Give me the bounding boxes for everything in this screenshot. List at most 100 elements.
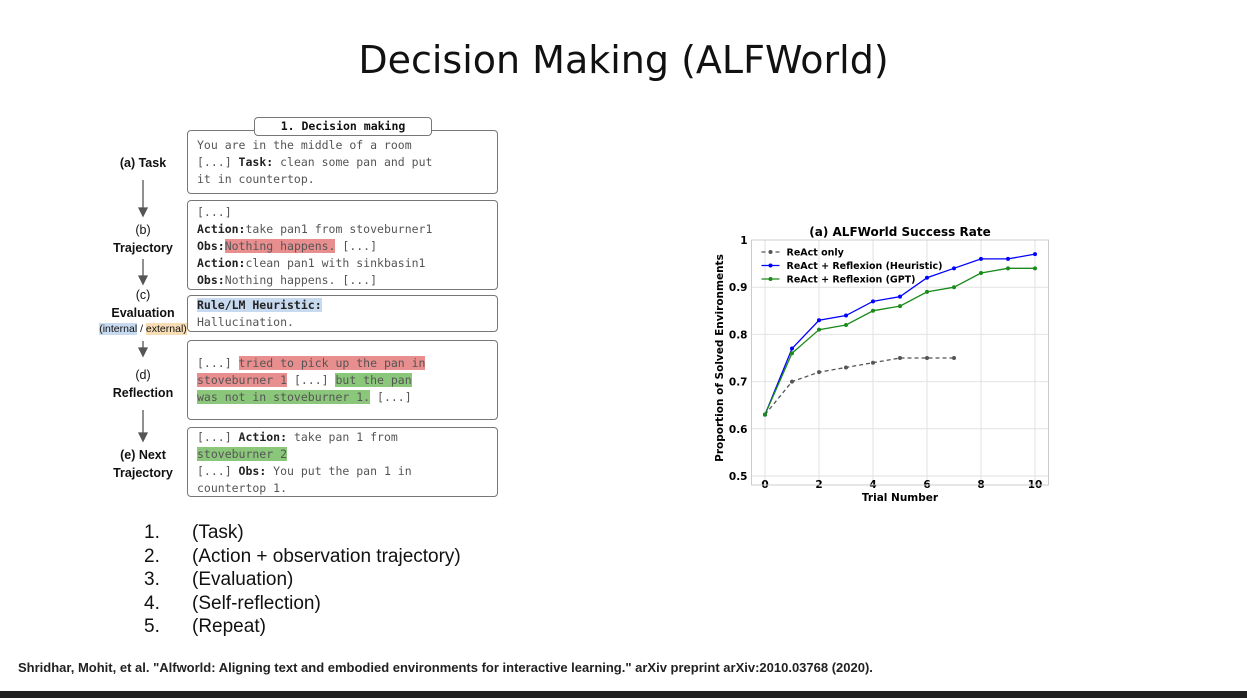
list-text: (Evaluation): [192, 569, 294, 590]
y-tick-label: 0.9: [729, 282, 748, 294]
list-text: (Self-reflection): [192, 592, 321, 614]
data-point: [844, 313, 848, 318]
text: Reflection: [112, 386, 174, 400]
data-point: [1006, 256, 1010, 261]
text: You put the pan 1 in: [266, 464, 412, 478]
legend-marker: [768, 263, 773, 268]
bottom-bar: [0, 691, 1247, 698]
data-point: [898, 294, 902, 299]
text: [...]: [197, 155, 239, 169]
list-marker: 3.: [144, 569, 160, 590]
box-header: 1. Decision making: [254, 117, 432, 136]
data-point: [790, 346, 794, 351]
text: [...]: [287, 373, 336, 387]
chart-title: (a) ALFWorld Success Rate: [809, 225, 990, 239]
text-box: [...] tried to pick up the pan in stoveb…: [187, 340, 498, 420]
text: tried to pick up the pan in: [238, 356, 426, 370]
y-axis-label: Proportion of Solved Environments: [714, 254, 726, 462]
legend-label: ReAct + Reflexion (Heuristic): [787, 261, 943, 272]
text: (b): [135, 223, 151, 237]
data-point: [871, 360, 875, 365]
text-box: You are in the middle of a room [...] Ta…: [187, 130, 498, 194]
step-label: (d) Reflection: [88, 366, 198, 402]
text: Trajectory: [113, 241, 173, 255]
list-marker: 5.: [144, 616, 160, 637]
arrows: [137, 180, 149, 443]
legend-label: ReAct + Reflexion (GPT): [787, 275, 916, 286]
list-marker: 2.: [144, 545, 160, 567]
text: [...]: [197, 205, 232, 219]
data-point: [952, 285, 956, 290]
data-point: [979, 271, 983, 276]
text: Action:: [197, 222, 246, 236]
data-point: [763, 412, 767, 417]
text: [...]: [197, 356, 239, 370]
text: (c): [135, 288, 151, 302]
data-point: [952, 266, 956, 271]
text: [...]: [197, 464, 239, 478]
list-marker: 1.: [144, 522, 160, 543]
text: Rule/LM Heuristic:: [197, 298, 322, 312]
text: it in countertop.: [197, 172, 315, 186]
legend-marker: [768, 250, 773, 254]
text: [...]: [197, 430, 239, 444]
text: clean pan1 with sinkbasin1: [245, 256, 426, 270]
text: (d): [135, 368, 151, 382]
text: stoveburner 2: [197, 447, 288, 461]
text: Obs:: [197, 239, 225, 253]
list-marker: 4.: [144, 592, 160, 614]
text: Evaluation: [111, 306, 175, 320]
list-item: 5. (Repeat): [144, 615, 461, 639]
data-point: [898, 304, 902, 309]
list-text: (Task): [192, 522, 244, 543]
series-line: [764, 357, 954, 416]
text-box: [...] Action: take pan 1 from stoveburne…: [187, 427, 498, 497]
series-line: [764, 267, 1035, 415]
data-point: [871, 299, 875, 304]
step-label: (b) Trajectory: [88, 221, 198, 257]
plot-frame: [751, 239, 1049, 486]
text: Obs:: [197, 273, 225, 287]
y-tick-label: 0.6: [729, 424, 748, 436]
data-point: [925, 275, 929, 280]
text: Action:: [238, 430, 288, 444]
text: take pan1 from stoveburner1: [245, 222, 433, 236]
data-point: [871, 308, 875, 313]
data-point: [1033, 266, 1037, 271]
data-point: [817, 318, 821, 323]
text-box: Rule/LM Heuristic: Hallucination.: [187, 295, 498, 332]
data-point: [952, 356, 956, 360]
data-point: [1033, 252, 1037, 257]
text: stoveburner 1: [197, 373, 288, 387]
text: was not in stoveburner 1.: [197, 390, 371, 404]
text: countertop 1.: [197, 481, 288, 495]
text: (a) Task: [119, 156, 167, 170]
data-point: [817, 327, 821, 332]
text: [...]: [335, 239, 378, 253]
list-item: 3. (Evaluation): [144, 568, 461, 592]
data-point: [844, 365, 848, 370]
data-point: [790, 351, 794, 356]
text: external): [145, 323, 187, 335]
text: [...]: [370, 390, 412, 404]
text: Trajectory: [113, 466, 173, 480]
step-label: (c) Evaluation (internal / external): [88, 286, 198, 336]
data-point: [844, 322, 848, 327]
text: You are in the middle of a room: [197, 138, 412, 152]
legend-label: ReAct only: [787, 248, 845, 259]
text: but the pan: [335, 373, 412, 387]
list-item: 1. (Task): [144, 521, 461, 545]
text: /: [137, 323, 146, 335]
text: Task:: [238, 155, 274, 169]
step-label: (e) Next Trajectory: [88, 446, 198, 482]
citation: Shridhar, Mohit, et al. "Alfworld: Align…: [18, 660, 873, 675]
legend-marker: [768, 277, 773, 281]
data-point: [925, 356, 929, 360]
data-point: [898, 356, 902, 360]
text: clean some pan and put: [273, 155, 433, 169]
y-tick-label: 1: [740, 235, 747, 247]
data-point: [979, 256, 983, 261]
text: Nothing happens.: [224, 239, 336, 253]
